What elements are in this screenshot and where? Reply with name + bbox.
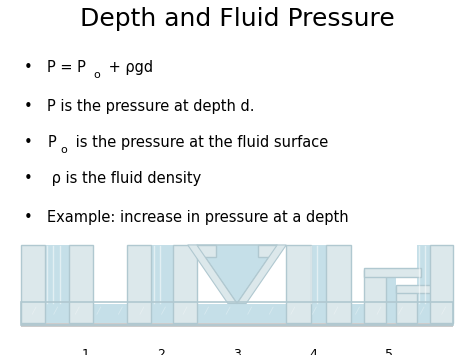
Bar <box>286 245 310 323</box>
Text: P is the pressure at depth d.: P is the pressure at depth d. <box>47 99 255 114</box>
Bar <box>173 245 197 323</box>
Text: •: • <box>24 99 32 114</box>
Bar <box>21 321 453 327</box>
Polygon shape <box>197 245 277 304</box>
Text: of 1m in water = (1,000)(9.8)(1.0) Pa: of 1m in water = (1,000)(9.8)(1.0) Pa <box>62 241 334 256</box>
Bar <box>310 245 327 304</box>
Bar <box>258 245 277 257</box>
Text: P = P: P = P <box>47 60 86 75</box>
Bar <box>151 245 173 304</box>
Bar <box>197 245 216 257</box>
Bar <box>25 304 449 323</box>
Bar <box>365 277 396 304</box>
Text: ρ is the fluid density: ρ is the fluid density <box>47 171 201 186</box>
Bar <box>396 286 418 323</box>
Bar <box>45 245 69 304</box>
Text: is the pressure at the fluid surface: is the pressure at the fluid surface <box>71 135 328 150</box>
Bar <box>430 245 453 323</box>
Polygon shape <box>188 245 237 304</box>
Bar <box>69 245 93 323</box>
Bar <box>127 245 151 323</box>
Text: •: • <box>24 171 32 186</box>
Bar <box>21 245 45 323</box>
Text: o: o <box>61 145 67 155</box>
Text: o: o <box>93 70 100 80</box>
Text: + ρgd: + ρgd <box>104 60 154 75</box>
Bar <box>418 245 430 304</box>
Bar <box>365 270 386 323</box>
Bar <box>21 302 453 325</box>
Text: •: • <box>24 210 32 225</box>
Bar <box>396 285 438 293</box>
Text: •: • <box>24 60 32 75</box>
Text: Depth and Fluid Pressure: Depth and Fluid Pressure <box>80 7 394 31</box>
Bar <box>327 245 351 323</box>
Polygon shape <box>237 245 286 304</box>
Bar <box>365 268 421 277</box>
Text: Example: increase in pressure at a depth: Example: increase in pressure at a depth <box>47 210 349 225</box>
Text: P: P <box>47 135 56 150</box>
Text: •: • <box>24 135 32 150</box>
